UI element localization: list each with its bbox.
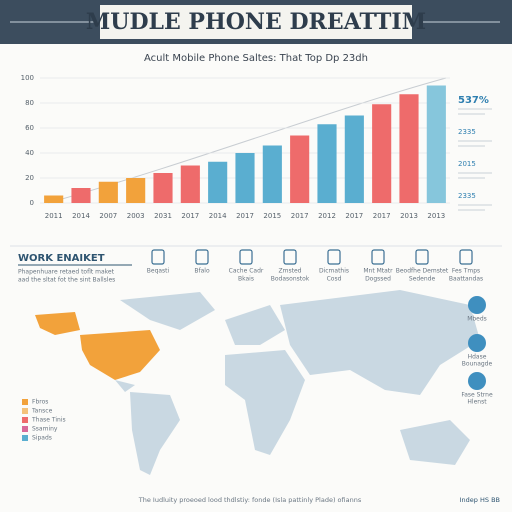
legend-swatch (22, 408, 28, 414)
legend-swatch (22, 435, 28, 441)
bar (290, 135, 310, 203)
icon-label: Mnt Mtatr (363, 268, 393, 275)
footer-text: The Iudluity proeoed lood thdlstiy: fond… (138, 496, 362, 504)
x-tick-label: 2014 (72, 212, 90, 220)
market-desc: Phapenhuare retaed toflt maket (18, 269, 115, 276)
x-tick-label: 2017 (373, 212, 391, 220)
icon-label: Beqasti (147, 268, 170, 275)
land (130, 392, 180, 475)
land (120, 292, 215, 330)
land (225, 350, 305, 455)
bar (208, 161, 228, 203)
icon-label: Dicmathis (319, 268, 349, 275)
bar (98, 181, 118, 203)
legend-label: Fbros (32, 399, 48, 406)
side-icon (468, 372, 486, 390)
x-tick-label: 2014 (209, 212, 227, 220)
icon-label: Bfalo (194, 268, 210, 275)
x-tick-label: 2012 (318, 212, 336, 220)
bar (126, 178, 146, 203)
bar (317, 124, 337, 203)
bar (44, 195, 64, 203)
side-icon-label: Bounagde (462, 361, 493, 368)
x-tick-label: 2017 (345, 212, 363, 220)
legend-label: Sipads (32, 435, 52, 442)
x-tick-label: 2031 (154, 212, 172, 220)
side-label: 2335 (458, 192, 476, 200)
side-label: 2015 (458, 160, 476, 168)
icon (415, 249, 429, 265)
bar (399, 94, 419, 203)
icon-label: Zmsted (279, 268, 302, 275)
land (115, 380, 135, 392)
chart-title: Acult Mobile Phone Saltes: That Top Dp 2… (144, 53, 368, 64)
y-tick-label: 20 (25, 174, 34, 182)
icon-label: Fes Tmps (452, 268, 480, 275)
bar (262, 145, 282, 203)
icon (195, 249, 209, 265)
icon-label: Bkais (238, 276, 254, 283)
x-tick-label: 2013 (400, 212, 418, 220)
legend-swatch (22, 417, 28, 423)
icon (151, 249, 165, 265)
x-tick-label: 2007 (99, 212, 117, 220)
title: MUDLE PHONE DREATTIM (86, 9, 426, 35)
icon-label: Cosd (327, 276, 342, 283)
side-icon-label: Mbeds (467, 316, 487, 323)
y-tick-label: 100 (21, 74, 34, 82)
bar (372, 104, 392, 203)
legend-swatch (22, 399, 28, 405)
footer-brand: Indep HS BB (460, 496, 500, 504)
icon (459, 249, 473, 265)
x-tick-label: 2017 (291, 212, 309, 220)
y-tick-label: 80 (25, 99, 34, 107)
side-icon-label: Hdase (468, 354, 487, 361)
land (35, 312, 80, 335)
land (225, 305, 285, 345)
side-label: 2335 (458, 128, 476, 136)
bar (426, 85, 446, 203)
x-tick-label: 2015 (263, 212, 281, 220)
bar (344, 115, 364, 203)
bar (71, 188, 91, 203)
y-tick-label: 0 (30, 199, 34, 207)
x-tick-label: 2003 (127, 212, 145, 220)
x-tick-label: 2017 (181, 212, 199, 220)
y-tick-label: 60 (25, 124, 34, 132)
x-tick-label: 2011 (45, 212, 63, 220)
world-map (35, 290, 480, 475)
icon-label: Cache Cadr (229, 268, 264, 275)
side-icon (468, 334, 486, 352)
legend-label: Thase Tinis (31, 417, 66, 424)
bar (235, 153, 255, 203)
x-tick-label: 2017 (236, 212, 254, 220)
icon (239, 249, 253, 265)
icon (371, 249, 385, 265)
icon-label: Beodfhe Demstet (396, 268, 449, 275)
side-label: 537% (458, 95, 489, 106)
bar (180, 165, 200, 203)
icon-label: Baattandas (449, 276, 483, 283)
icon (327, 249, 341, 265)
y-tick-label: 40 (25, 149, 34, 157)
icon (283, 249, 297, 265)
bar (153, 173, 173, 203)
title-box (100, 5, 412, 39)
land (80, 330, 160, 380)
land (280, 290, 480, 395)
legend-label: Tansce (31, 408, 53, 415)
legend-swatch (22, 426, 28, 432)
side-icon-label: Hlenst (467, 399, 487, 406)
market-desc: aad the sltat fot the sint Ballsles (18, 277, 115, 284)
x-tick-label: 2013 (427, 212, 445, 220)
icon-label: Dogssed (365, 276, 391, 283)
side-icon (468, 296, 486, 314)
legend-label: Ssaminy (32, 426, 58, 433)
market-title: WORK ENAIKET (18, 253, 105, 264)
icon-label: Sedende (409, 276, 436, 283)
icon-label: Bodasonstok (271, 276, 310, 283)
side-icon-label: Fase Strne (461, 392, 493, 399)
land (400, 420, 470, 465)
